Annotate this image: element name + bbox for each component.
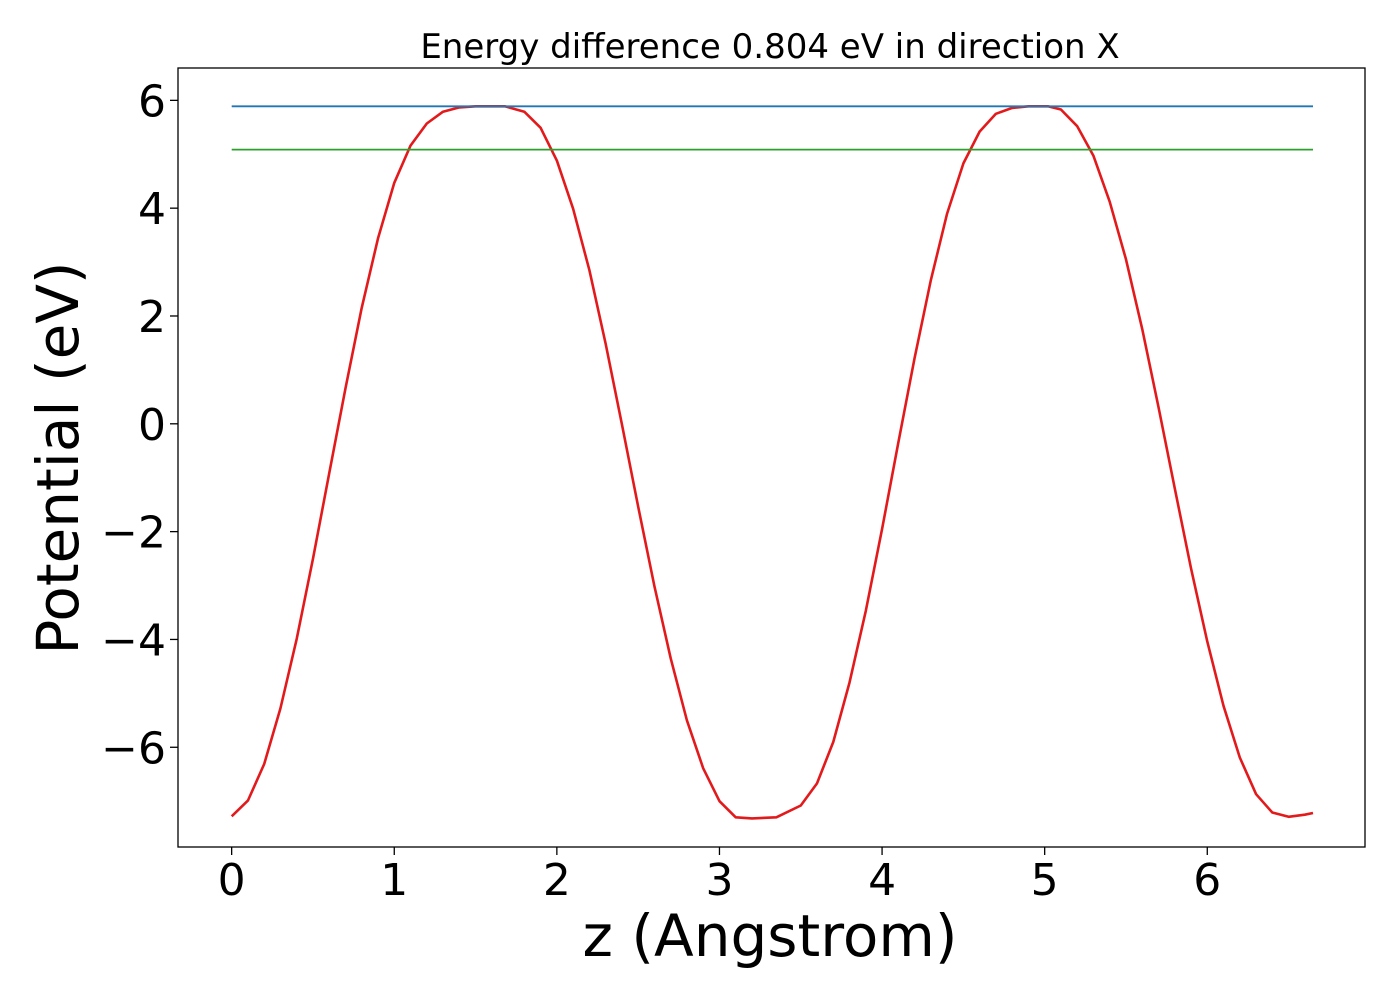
x-axis-label: z (Angstrom) xyxy=(583,902,958,970)
x-tick-label: 6 xyxy=(1193,855,1221,906)
y-tick-label: −4 xyxy=(101,615,166,666)
y-tick-label: −6 xyxy=(101,723,166,774)
y-axis-label: Potential (eV) xyxy=(24,261,92,654)
y-tick-label: 2 xyxy=(138,292,166,343)
x-tick-label: 4 xyxy=(868,855,896,906)
x-tick-label: 0 xyxy=(218,855,246,906)
chart-title: Energy difference 0.804 eV in direction … xyxy=(420,27,1119,67)
x-tick-label: 5 xyxy=(1031,855,1059,906)
x-tick-label: 3 xyxy=(705,855,733,906)
plot-frame xyxy=(177,67,1366,848)
series-layer xyxy=(230,105,1314,820)
y-tick-label: −2 xyxy=(101,508,166,559)
y-tick-label: 6 xyxy=(138,76,166,127)
x-tick-label: 1 xyxy=(380,855,408,906)
x-tick-label: 2 xyxy=(543,855,571,906)
potential-curve xyxy=(230,105,1314,820)
ticks-layer: 0 1 2 3 4 5 6 6 4 2 0 −2 −4 −6 xyxy=(101,76,1221,906)
y-tick-label: 0 xyxy=(138,400,166,451)
y-tick-label: 4 xyxy=(138,184,166,235)
